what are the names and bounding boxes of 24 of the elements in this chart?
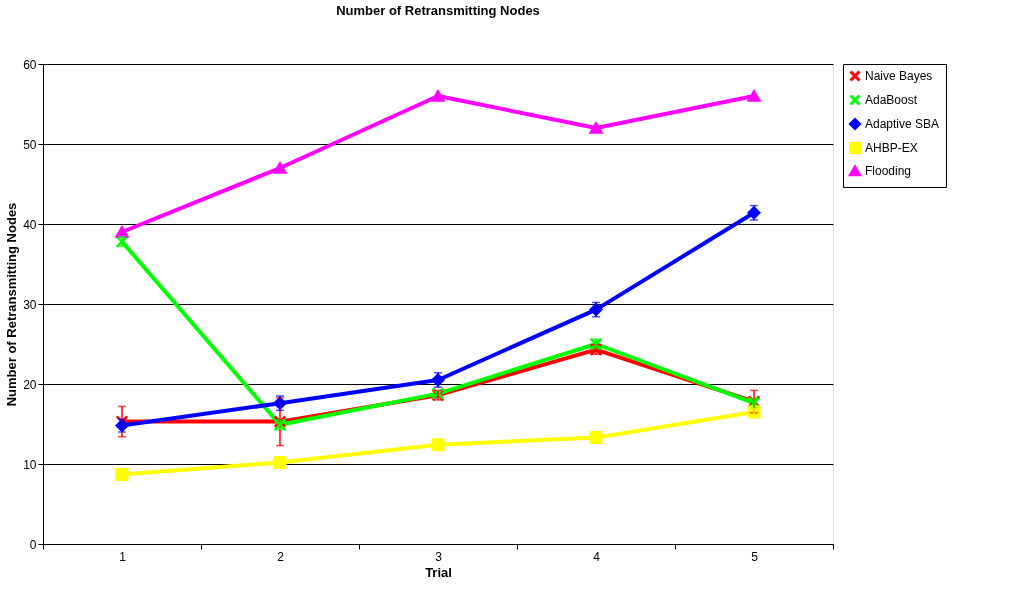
x-tick-label: 5: [751, 549, 759, 564]
legend-label: Flooding: [865, 164, 912, 178]
y-tick-label: 40: [23, 217, 37, 232]
point: [273, 162, 287, 174]
y-tick-label: 30: [23, 297, 37, 312]
y-tick-label: 20: [23, 377, 37, 392]
point: [747, 90, 761, 102]
x-tick-label: 1: [119, 549, 127, 564]
legend-label: AdaBoost: [865, 93, 918, 107]
point: [431, 90, 445, 102]
legend-label: AHBP-EX: [865, 141, 918, 155]
x-tick-label: 4: [593, 549, 601, 564]
y-tick-label: 10: [23, 457, 37, 472]
chart-title: Number of Retransmitting Nodes: [336, 3, 540, 18]
legend-label: Naive Bayes: [865, 69, 933, 83]
x-axis-title: Trial: [425, 564, 452, 580]
y-axis-title: Number of Retransmitting Nodes: [4, 202, 20, 407]
y-tick-label: 60: [23, 57, 37, 72]
legend-label: Adaptive SBA: [865, 117, 940, 131]
point: [589, 122, 603, 134]
x-tick-label: 2: [277, 549, 285, 564]
y-tick-label: 50: [23, 137, 37, 152]
x-tick-label: 3: [435, 549, 443, 564]
y-tick-label: 0: [29, 537, 37, 552]
